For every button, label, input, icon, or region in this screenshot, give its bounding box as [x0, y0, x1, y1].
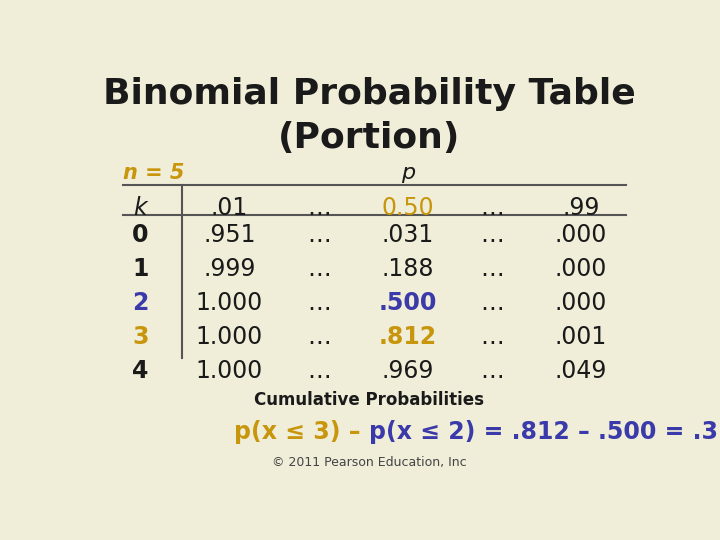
Text: .000: .000	[555, 257, 607, 281]
Text: …: …	[480, 291, 503, 315]
Text: 1: 1	[132, 257, 148, 281]
Text: …: …	[307, 291, 330, 315]
Text: .500: .500	[379, 291, 437, 315]
Text: p(x ≤ 2) = .812 – .500 = .312: p(x ≤ 2) = .812 – .500 = .312	[369, 420, 720, 444]
Text: 1.000: 1.000	[196, 325, 263, 349]
Text: 2: 2	[132, 291, 148, 315]
Text: …: …	[480, 359, 503, 383]
Text: …: …	[480, 196, 503, 220]
Text: .812: .812	[379, 325, 437, 349]
Text: © 2011 Pearson Education, Inc: © 2011 Pearson Education, Inc	[271, 456, 467, 469]
Text: …: …	[307, 359, 330, 383]
Text: …: …	[480, 257, 503, 281]
Text: 0.50: 0.50	[382, 196, 434, 220]
Text: Cumulative Probabilities: Cumulative Probabilities	[254, 391, 484, 409]
Text: .001: .001	[555, 325, 607, 349]
Text: Binomial Probability Table: Binomial Probability Table	[103, 77, 635, 111]
Text: 3: 3	[132, 325, 148, 349]
Text: .99: .99	[562, 196, 600, 220]
Text: .999: .999	[203, 257, 256, 281]
Text: …: …	[307, 196, 330, 220]
Text: k: k	[133, 196, 147, 220]
Text: 1.000: 1.000	[196, 291, 263, 315]
Text: .000: .000	[555, 291, 607, 315]
Text: .951: .951	[203, 223, 256, 247]
Text: n = 5: n = 5	[124, 163, 185, 183]
Text: 0: 0	[132, 223, 148, 247]
Text: …: …	[307, 257, 330, 281]
Text: .049: .049	[555, 359, 607, 383]
Text: 4: 4	[132, 359, 148, 383]
Text: p(x ≤ 3) –: p(x ≤ 3) –	[234, 420, 369, 444]
Text: p: p	[401, 163, 415, 183]
Text: .01: .01	[211, 196, 248, 220]
Text: (Portion): (Portion)	[278, 121, 460, 155]
Text: …: …	[307, 325, 330, 349]
Text: .000: .000	[555, 223, 607, 247]
Text: …: …	[480, 223, 503, 247]
Text: .188: .188	[382, 257, 434, 281]
Text: .969: .969	[382, 359, 434, 383]
Text: 1.000: 1.000	[196, 359, 263, 383]
Text: .031: .031	[382, 223, 434, 247]
Text: …: …	[480, 325, 503, 349]
Text: …: …	[307, 223, 330, 247]
